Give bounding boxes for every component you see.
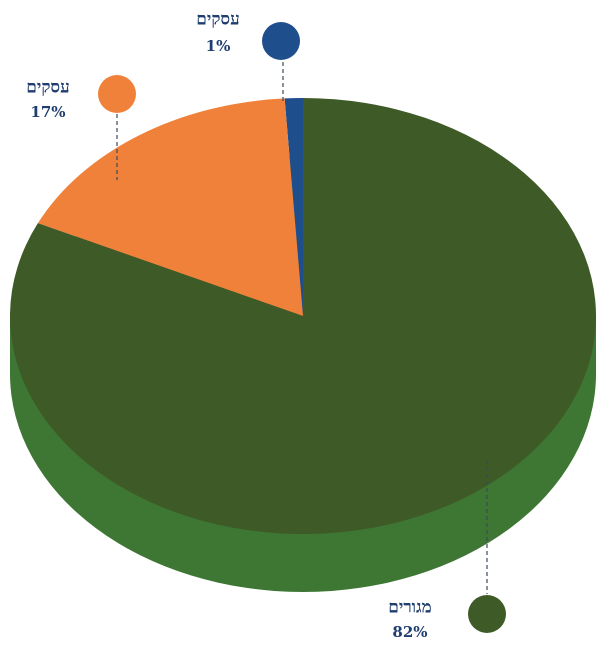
slice-value: 17%	[30, 103, 65, 121]
slice-value: 82%	[392, 623, 427, 641]
pie-slice	[10, 98, 596, 535]
slice-value: 1%	[206, 37, 231, 55]
slice-label: עסקים	[196, 10, 239, 30]
pie-slice	[284, 98, 303, 316]
legend-dot	[468, 595, 506, 633]
legend-dot	[98, 75, 136, 113]
slice-label: מגורים	[388, 598, 431, 618]
pie-slice	[37, 98, 303, 316]
legend-dot	[262, 22, 300, 60]
slice-label: עסקים	[26, 78, 69, 98]
